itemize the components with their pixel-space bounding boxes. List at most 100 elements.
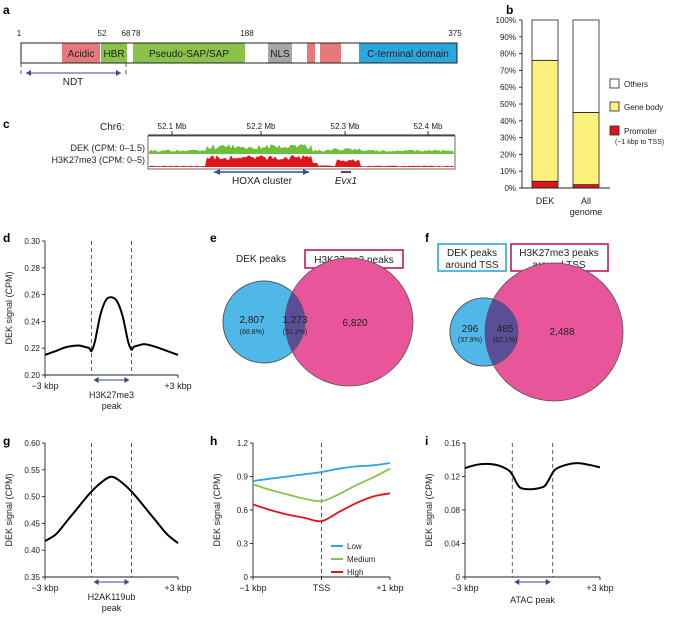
label-nls: NLS (270, 49, 290, 60)
plot-d-ytick-label: 0.22 (24, 344, 40, 353)
label-sap: Pseudo-SAP/SAP (149, 49, 229, 60)
c-evx1-label: Evx1 (335, 176, 357, 187)
panel-b-label: b (506, 3, 513, 17)
plot-i-ylabel: DEK signal (CPM) (424, 473, 434, 546)
panel-h-label: h (210, 434, 217, 448)
pos-52: 52 (98, 29, 107, 38)
legend-promoter-range: (−1 kbp to TSS) (615, 139, 664, 146)
plot-g-ytick-label: 0.35 (24, 573, 40, 582)
f-right-count: 2,488 (549, 327, 574, 338)
hbr-domain (101, 43, 127, 63)
pos-188: 188 (240, 29, 254, 38)
plot-g-ytick-label: 0.50 (24, 493, 40, 502)
panel-c: c Chr6: 52.1 Mb 52.2 Mb 52.3 Mb 52.4 Mb … (3, 117, 456, 187)
legend-swatch-genebody (609, 101, 620, 112)
b-bar-promoter-0 (531, 180, 559, 189)
nls-domain (268, 43, 292, 63)
ctd-domain (359, 43, 457, 63)
plot-i-xtick-right: +3 kbp (586, 583, 613, 593)
acidic-region-3 (320, 43, 341, 63)
f-left-title-box (437, 243, 507, 272)
plot-d-xtick-right: +3 kbp (164, 381, 191, 391)
b-bar-others-0 (531, 19, 559, 61)
plot-d-xtick-left: −3 kbp (31, 381, 58, 391)
plot-g-region-label: peak (102, 603, 122, 613)
c-tick-2: 52.2 Mb (247, 122, 276, 131)
panel-f: f DEK peaks around TSS H3K27me3 peaks ar… (425, 231, 624, 402)
plot-h-ytick-label: 0 (244, 573, 249, 582)
plot-h-ytick-label: 1.2 (237, 439, 249, 448)
e-left-title: DEK peaks (236, 254, 286, 265)
c-h3k-signal (149, 155, 454, 167)
c-tick-4: 52.4 Mb (414, 122, 443, 131)
panel-h: h 0 0.3 0.6 0.9 1.2 DEK signal (CPM) −1 kbp TSS… (210, 434, 404, 593)
plot-g-ytick-label: 0.55 (24, 466, 40, 475)
panel-f-label: f (425, 231, 430, 245)
pos-375: 375 (448, 29, 462, 38)
f-overlap-count: 485 (497, 324, 514, 335)
plot-i-ytick-label: 0.12 (444, 473, 460, 482)
plot-d-ytick-label: 0.24 (24, 317, 40, 326)
label-ndt: NDT (63, 77, 84, 88)
c-track-box (147, 135, 456, 170)
plot-g-profile-line (44, 475, 179, 544)
plot-d-ytick-label: 0.26 (24, 291, 40, 300)
b-ytick-label: 80% (500, 50, 516, 59)
b-ytick-label: 20% (500, 150, 516, 159)
plot-i-ytick-label: 0.08 (444, 506, 460, 515)
plot-h-ytick-label: 0.3 (237, 540, 249, 549)
plot-g-ytick-label: 0.60 (24, 439, 40, 448)
e-overlap-pct: (31.2%) (283, 329, 308, 336)
b-cat-genome: genome (570, 207, 603, 217)
h-legend-label-medium: Medium (347, 555, 376, 564)
plot-d-ytick-label: 0.30 (24, 237, 40, 246)
b-ytick-label: 10% (500, 167, 516, 176)
plot-d-region-label: peak (102, 401, 122, 411)
pos-68: 68 (122, 29, 131, 38)
plot-h-series-low (252, 462, 391, 482)
panel-b: b 0%10%20%30%40%50%60%70%80%90%100% DEK … (496, 3, 665, 217)
plot-i-ytick-label: 0.16 (444, 439, 460, 448)
pos-78: 78 (132, 29, 141, 38)
f-left-pct: (37.9%) (458, 337, 483, 344)
e-left-pct: (68.8%) (240, 329, 265, 336)
plot-d-ylabel: DEK signal (CPM) (4, 271, 14, 344)
plot-g-ytick-label: 0.45 (24, 519, 40, 528)
f-left-count: 296 (462, 324, 479, 335)
label-ctd: C-terminal domain (367, 49, 449, 60)
plot-i-region-label: ATAC peak (510, 595, 555, 605)
plot-g-xtick-right: +3 kbp (164, 583, 191, 593)
f-left-title-1: DEK peaks (447, 248, 497, 259)
c-dek-signal (149, 144, 454, 154)
c-chrom: Chr6: (100, 122, 124, 133)
plot-h-ytick-label: 0.9 (237, 473, 249, 482)
sap-domain (133, 43, 245, 63)
plot-h-xtick-label: −1 kbp (239, 583, 266, 593)
b-bar-gene-1 (572, 112, 600, 186)
legend-others: Others (624, 80, 648, 89)
plot-g-ytick-label: 0.40 (24, 546, 40, 555)
panel-g-label: g (3, 434, 10, 448)
plot-h-series-medium (252, 467, 391, 503)
e-overlap-count: 1,273 (282, 315, 307, 326)
b-bar-gene-0 (531, 59, 559, 182)
plot-h-series-high (252, 492, 391, 523)
legend-swatch-others (609, 78, 620, 89)
e-right-count: 6,820 (342, 318, 367, 329)
panel-d: d 0.20 0.22 0.24 0.26 0.28 0.30 DEK signal (CP… (3, 231, 192, 411)
panel-e: e DEK peaks H3K27me3 peaks 2,807 (68.8%)… (210, 231, 414, 387)
plot-d-ytick-label: 0.28 (24, 264, 40, 273)
legend-swatch-promoter (609, 125, 620, 136)
plot-g-xtick-left: −3 kbp (31, 583, 58, 593)
plot-d-ytick-label: 0.20 (24, 371, 40, 380)
plot-d-region-label: H3K27me3 (89, 390, 134, 400)
b-ytick-label: 40% (500, 117, 516, 126)
panel-i-label: i (425, 434, 428, 448)
h-legend-label-low: Low (347, 542, 362, 551)
plot-h-ytick-label: 0.6 (237, 506, 249, 515)
plot-h-xtick-label: TSS (313, 583, 331, 593)
b-bar-promoter-1 (572, 184, 600, 189)
b-ytick-label: 60% (500, 83, 516, 92)
plot-g-ylabel: DEK signal (CPM) (4, 473, 14, 546)
label-acidic: Acidic (68, 49, 95, 60)
